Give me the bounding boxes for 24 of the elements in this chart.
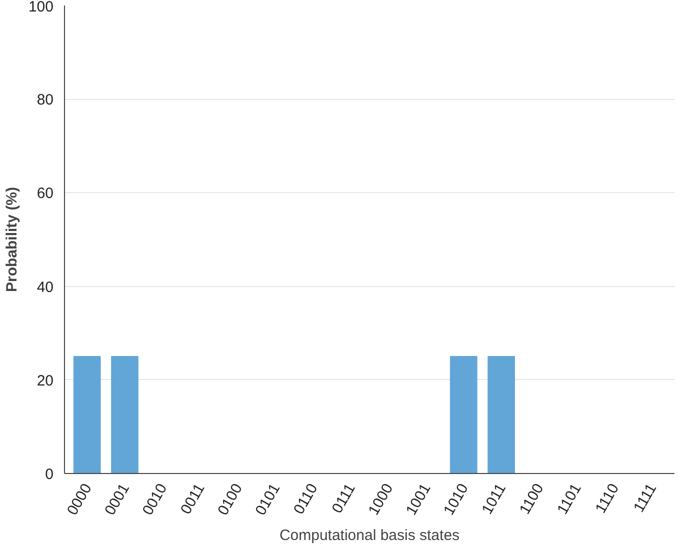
x-axis-title: Computational basis states: [279, 526, 460, 544]
y-tick-label: 20: [36, 372, 54, 390]
y-tick-label: 80: [36, 92, 54, 109]
x-tick-label: 0110: [290, 480, 322, 518]
x-tick-label: 1111: [630, 480, 660, 516]
x-tick-label: 0101: [252, 480, 284, 518]
y-axis-title: Probability (%): [3, 186, 20, 292]
x-tick-label: 1001: [402, 480, 434, 518]
x-tick-label: 0011: [178, 480, 208, 518]
y-tick-label: 40: [36, 278, 54, 296]
x-tick-label: 1100: [516, 480, 548, 518]
x-tick-label: 1011: [478, 480, 510, 518]
x-tick-label: 0000: [64, 480, 96, 518]
y-tick-label: 0: [45, 466, 54, 483]
x-tick-label: 1010: [440, 480, 472, 518]
x-tick-label: 1101: [554, 480, 585, 518]
x-tick-label: 0100: [214, 480, 246, 518]
x-tick-label: 0010: [139, 480, 171, 518]
x-tick-label: 1110: [592, 480, 622, 516]
x-tick-label: 0001: [102, 480, 133, 518]
y-tick-label: 100: [28, 0, 54, 16]
y-tick-label: 60: [36, 185, 54, 202]
x-tick-label: 0111: [328, 480, 359, 516]
x-tick-label: 1000: [365, 480, 397, 518]
